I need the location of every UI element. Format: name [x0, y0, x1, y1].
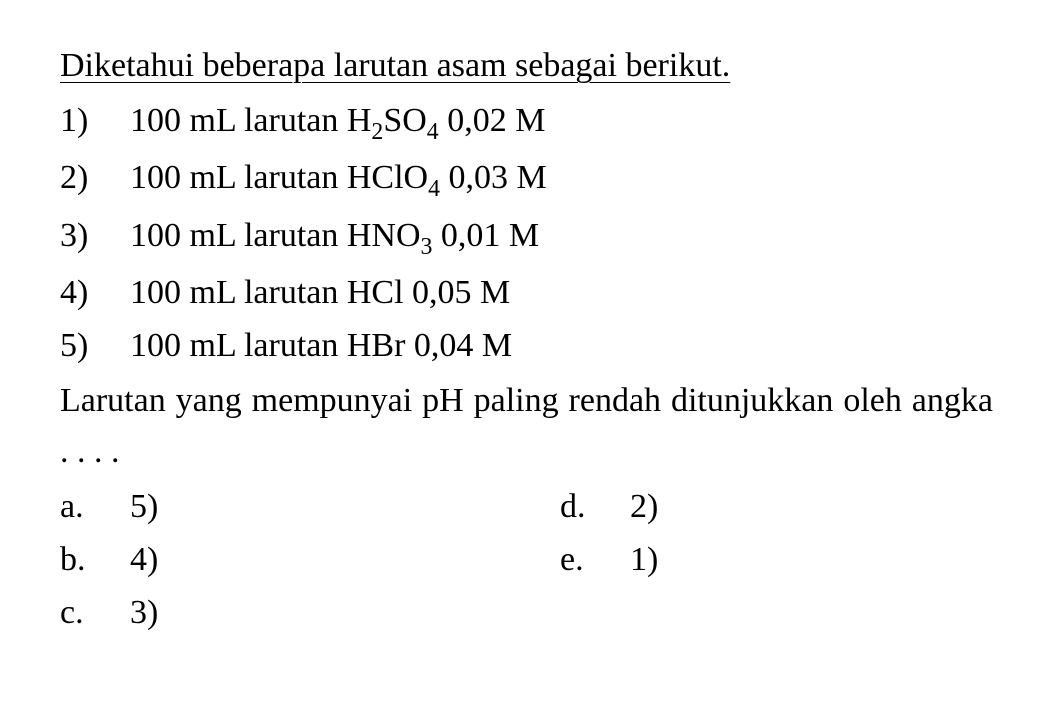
option-text: 1)	[630, 534, 658, 585]
list-content: 100 mL larutan HClO4 0,03 M	[130, 152, 993, 207]
list-item: 3) 100 mL larutan HNO3 0,01 M	[60, 210, 993, 265]
list-content: 100 mL larutan HNO3 0,01 M	[130, 210, 993, 265]
subscript: 2	[371, 119, 383, 145]
chem-text: 100 mL larutan H	[130, 102, 371, 139]
options-column-left: a. 5) b. 4) c. 3)	[60, 481, 560, 640]
list-number: 1)	[60, 95, 130, 150]
question-container: Diketahui beberapa larutan asam sebagai …	[60, 40, 993, 640]
question-intro: Diketahui beberapa larutan asam sebagai …	[60, 40, 993, 91]
list-number: 4)	[60, 267, 130, 318]
option-item: c. 3)	[60, 587, 560, 638]
option-text: 4)	[130, 534, 158, 585]
option-text: 3)	[130, 587, 158, 638]
option-text: 2)	[630, 481, 658, 532]
list-content: 100 mL larutan HCl 0,05 M	[130, 267, 993, 318]
list-item: 4) 100 mL larutan HCl 0,05 M	[60, 267, 993, 318]
list-item: 1) 100 mL larutan H2SO4 0,02 M	[60, 95, 993, 150]
option-item: a. 5)	[60, 481, 560, 532]
option-letter: c.	[60, 587, 130, 638]
option-text: 5)	[130, 481, 158, 532]
chem-text: 0,02 M	[439, 102, 546, 139]
option-letter: b.	[60, 534, 130, 585]
list-number: 3)	[60, 210, 130, 265]
chem-text: 0,03 M	[440, 159, 547, 196]
option-item: b. 4)	[60, 534, 560, 585]
subscript: 3	[421, 234, 433, 260]
list-item: 5) 100 mL larutan HBr 0,04 M	[60, 320, 993, 371]
subscript: 4	[428, 176, 440, 202]
option-item: e. 1)	[560, 534, 658, 585]
chem-text: 100 mL larutan HClO	[130, 159, 428, 196]
question-prompt: Larutan yang mempunyai pH paling rendah …	[60, 375, 993, 477]
options-column-right: d. 2) e. 1)	[560, 481, 658, 640]
subscript: 4	[427, 119, 439, 145]
option-letter: a.	[60, 481, 130, 532]
list-number: 5)	[60, 320, 130, 371]
chem-text: 100 mL larutan HNO	[130, 217, 421, 254]
option-letter: d.	[560, 481, 630, 532]
list-number: 2)	[60, 152, 130, 207]
option-item: d. 2)	[560, 481, 658, 532]
list-item: 2) 100 mL larutan HClO4 0,03 M	[60, 152, 993, 207]
chem-text: SO	[383, 102, 426, 139]
option-letter: e.	[560, 534, 630, 585]
list-content: 100 mL larutan H2SO4 0,02 M	[130, 95, 993, 150]
list-content: 100 mL larutan HBr 0,04 M	[130, 320, 993, 371]
options-container: a. 5) b. 4) c. 3) d. 2) e. 1)	[60, 481, 993, 640]
chem-text: 0,01 M	[432, 217, 539, 254]
